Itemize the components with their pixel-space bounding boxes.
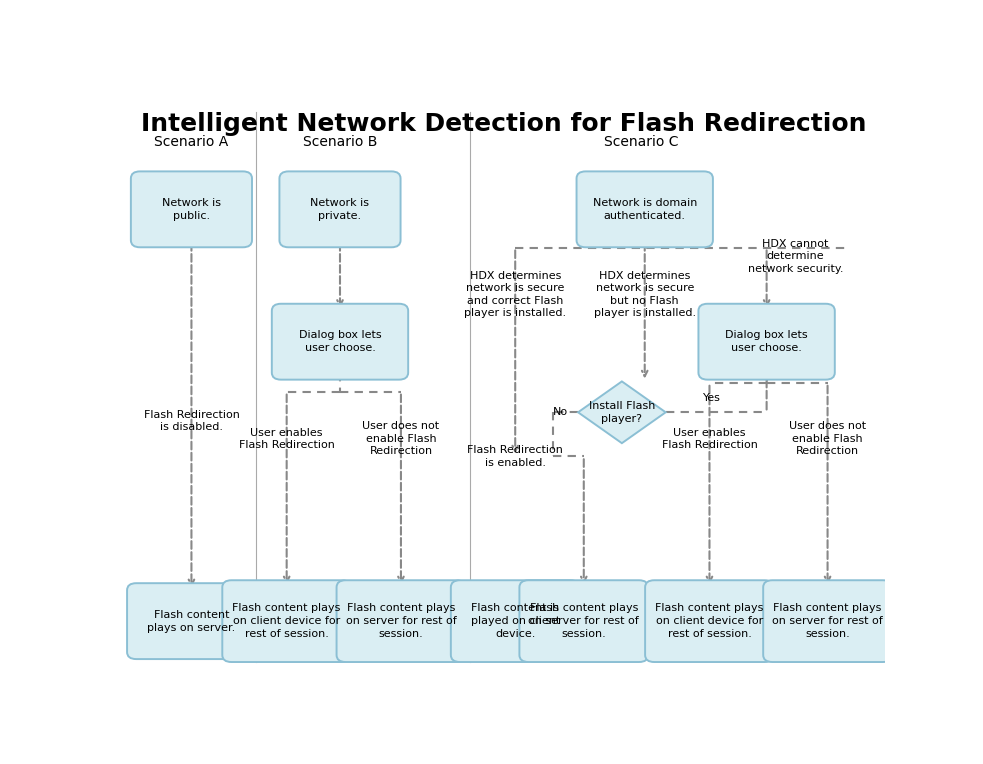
FancyBboxPatch shape — [336, 580, 465, 662]
Text: Scenario C: Scenario C — [604, 134, 678, 149]
Text: HDX determines
network is secure
but no Flash
player is installed.: HDX determines network is secure but no … — [594, 271, 696, 319]
FancyBboxPatch shape — [131, 171, 252, 248]
Text: Network is
public.: Network is public. — [162, 198, 221, 221]
Text: Intelligent Network Detection for Flash Redirection: Intelligent Network Detection for Flash … — [141, 112, 867, 136]
Text: HDX cannot
determine
network security.: HDX cannot determine network security. — [748, 239, 843, 274]
FancyBboxPatch shape — [699, 304, 835, 380]
Text: Network is
private.: Network is private. — [311, 198, 370, 221]
Text: Scenario B: Scenario B — [303, 134, 377, 149]
FancyBboxPatch shape — [763, 580, 892, 662]
Text: Flash content plays
on client device for
rest of session.: Flash content plays on client device for… — [233, 604, 341, 639]
Text: Flash content plays
on server for rest of
session.: Flash content plays on server for rest o… — [773, 604, 883, 639]
FancyBboxPatch shape — [577, 171, 713, 248]
Text: Yes: Yes — [703, 393, 721, 403]
Text: Flash content plays
on client device for
rest of session.: Flash content plays on client device for… — [656, 604, 764, 639]
FancyBboxPatch shape — [127, 583, 256, 659]
Text: User does not
enable Flash
Redirection: User does not enable Flash Redirection — [363, 422, 439, 456]
FancyBboxPatch shape — [451, 580, 580, 662]
FancyBboxPatch shape — [222, 580, 351, 662]
Text: Flash content plays
on server for rest of
session.: Flash content plays on server for rest o… — [529, 604, 639, 639]
FancyBboxPatch shape — [519, 580, 648, 662]
Text: Flash content
plays on server.: Flash content plays on server. — [147, 610, 236, 633]
Text: Install Flash
player?: Install Flash player? — [589, 401, 655, 424]
Text: No: No — [553, 407, 568, 417]
Text: Scenario A: Scenario A — [154, 134, 229, 149]
Text: HDX determines
network is secure
and correct Flash
player is installed.: HDX determines network is secure and cor… — [464, 271, 566, 319]
Text: Dialog box lets
user choose.: Dialog box lets user choose. — [725, 330, 808, 353]
Polygon shape — [578, 381, 665, 443]
Text: Flash content is
played on client
device.: Flash content is played on client device… — [471, 604, 560, 639]
Text: Flash Redirection
is disabled.: Flash Redirection is disabled. — [144, 410, 240, 432]
FancyBboxPatch shape — [645, 580, 774, 662]
FancyBboxPatch shape — [272, 304, 408, 380]
Text: Network is domain
authenticated.: Network is domain authenticated. — [593, 198, 697, 221]
Text: Flash Redirection
is enabled.: Flash Redirection is enabled. — [467, 445, 563, 468]
FancyBboxPatch shape — [279, 171, 400, 248]
Text: Dialog box lets
user choose.: Dialog box lets user choose. — [299, 330, 381, 353]
Text: User does not
enable Flash
Redirection: User does not enable Flash Redirection — [789, 422, 866, 456]
Text: User enables
Flash Redirection: User enables Flash Redirection — [662, 428, 758, 450]
Text: User enables
Flash Redirection: User enables Flash Redirection — [239, 428, 334, 450]
Text: Flash content plays
on server for rest of
session.: Flash content plays on server for rest o… — [346, 604, 456, 639]
